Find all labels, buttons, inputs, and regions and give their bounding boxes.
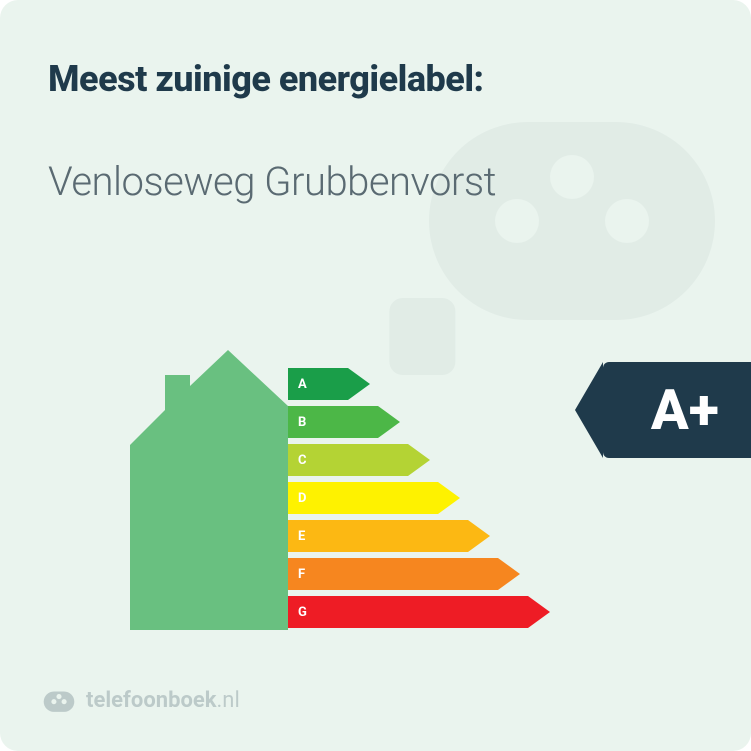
energy-bar-label: E	[298, 520, 305, 552]
energy-label-graphic: ABCDEFG	[130, 350, 630, 640]
card-subtitle: Venloseweg Grubbenvorst	[48, 158, 496, 205]
footer-logo: telefoonboek.nl	[42, 683, 240, 717]
footer-brand: telefoonboek	[86, 688, 217, 713]
footer-text: telefoonboek.nl	[86, 688, 240, 713]
card-title: Meest zuinige energielabel:	[48, 58, 484, 100]
footer-tld: .nl	[217, 688, 240, 713]
energy-label-card: Meest zuinige energielabel: Venloseweg G…	[0, 0, 751, 751]
energy-bar-label: A	[298, 368, 307, 400]
rating-value: A+	[651, 377, 719, 443]
energy-bar-label: D	[298, 482, 306, 514]
energy-bar-label: C	[298, 444, 307, 476]
energy-bar-label: G	[298, 596, 307, 628]
house-icon	[130, 350, 290, 630]
energy-bar-label: B	[298, 406, 306, 438]
telefoonboek-icon	[42, 683, 76, 717]
rating-badge: A+	[603, 362, 751, 458]
energy-bar-label: F	[298, 558, 305, 590]
rating-badge-notch	[575, 362, 603, 458]
